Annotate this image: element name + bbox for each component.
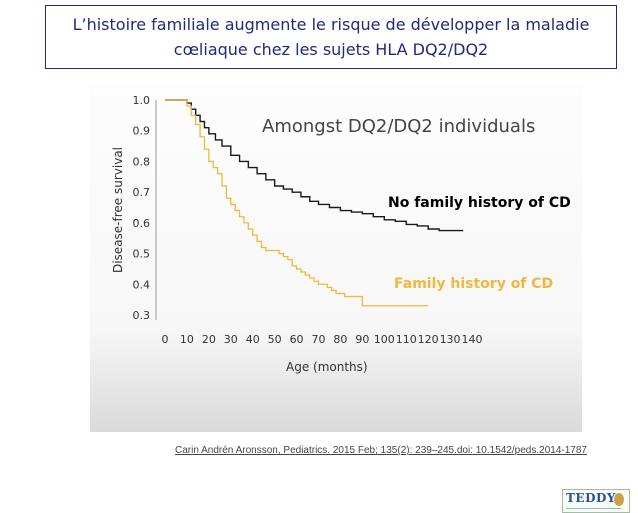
x-tick-label: 40 [246,333,260,346]
y-tick-label: 0.7 [133,186,151,199]
y-tick-label: 0.4 [133,278,151,291]
teddy-bear-icon [614,493,624,506]
series-line-no-family-history [165,99,464,232]
title-line-1: L’histoire familiale augmente le risque … [72,15,590,34]
x-tick-label: 70 [312,333,326,346]
series-line-family-history [165,99,429,307]
x-tick-label: 0 [162,333,169,346]
teddy-logo-wordmark: TEDDY [566,491,616,505]
chart-title: Amongst DQ2/DQ2 individuals [262,116,535,137]
series-layer [165,99,464,307]
y-tick-label: 0.8 [133,155,151,168]
x-tick-labels: 0 10 20 30 40 50 60 70 80 90 100 110 120 130 140 [162,333,483,346]
title-line-2: cœliaque chez les sujets HLA DQ2/DQ2 [173,40,489,59]
x-tick-label: 60 [290,333,304,346]
x-tick-label: 50 [268,333,282,346]
series-label-family: Family history of CD [394,276,553,292]
y-tick-label: 0.9 [133,125,151,138]
x-tick-label: 100 [374,333,395,346]
y-tick-label: 1.0 [133,94,151,107]
x-tick-label: 80 [333,333,347,346]
x-tick-label: 20 [202,333,216,346]
logo-tagline-rule [566,508,621,509]
y-tick-label: 0.6 [133,217,151,230]
x-tick-label: 90 [355,333,369,346]
x-axis-label: Age (months) [286,360,368,374]
y-tick-label: 0.3 [133,309,151,322]
survival-chart: 0.3 0.4 0.5 0.6 0.7 0.8 0.9 1.0 0 10 20 30 40 50 60 70… [111,94,571,374]
y-axis-label: Disease-free survival [111,147,125,273]
x-tick-label: 30 [224,333,238,346]
chart-panel: 0.3 0.4 0.5 0.6 0.7 0.8 0.9 1.0 0 10 20 30 40 50 60 70… [90,84,630,513]
y-tick-label: 0.5 [133,248,151,261]
x-tick-label: 120 [418,333,439,346]
series-label-no-family: No family history of CD [388,195,571,211]
teddy-logo: TEDDY [562,489,630,513]
x-tick-label: 140 [462,333,483,346]
x-tick-label: 10 [180,333,194,346]
slide-title: L’histoire familiale augmente le risque … [45,5,617,69]
x-tick-label: 130 [440,333,461,346]
x-tick-label: 110 [396,333,417,346]
y-tick-labels: 0.3 0.4 0.5 0.6 0.7 0.8 0.9 1.0 [133,94,151,322]
citation-link[interactable]: Carin Andrén Aronsson, Pediatrics. 2015 … [175,445,587,456]
